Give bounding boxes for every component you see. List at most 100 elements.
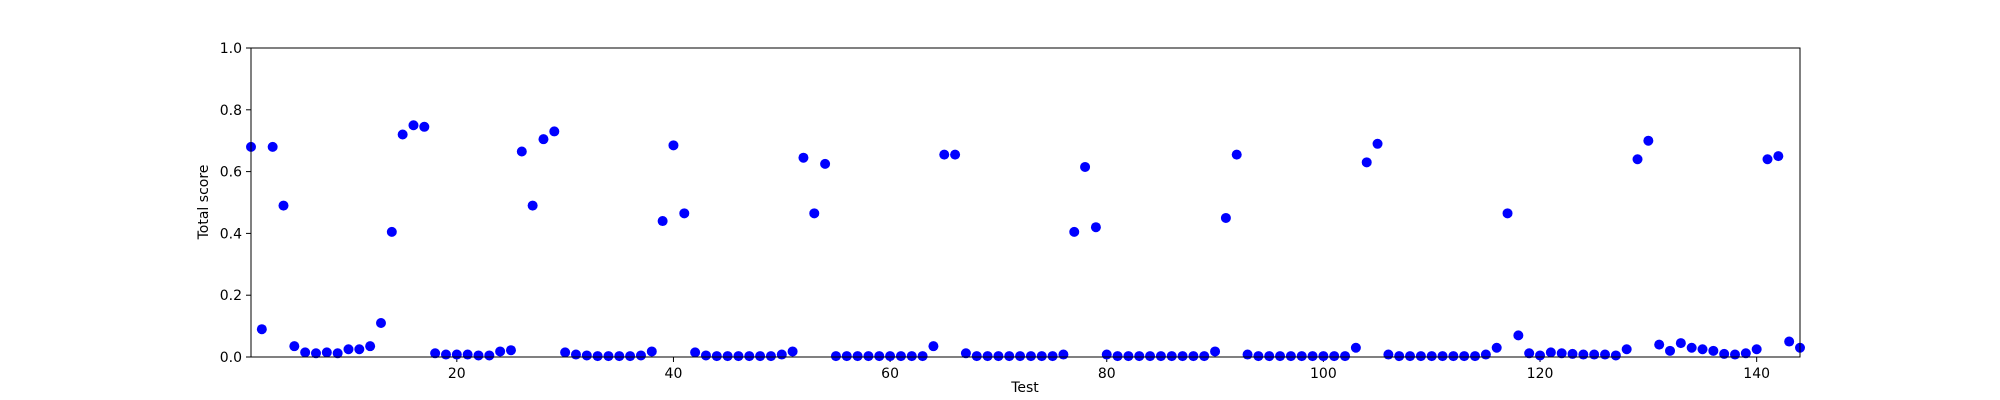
point bbox=[570, 349, 581, 360]
point bbox=[343, 344, 354, 355]
point bbox=[809, 208, 820, 219]
point bbox=[321, 347, 332, 358]
point bbox=[484, 350, 495, 361]
point bbox=[581, 350, 592, 361]
point bbox=[1047, 351, 1058, 362]
point bbox=[841, 351, 852, 362]
point bbox=[365, 341, 376, 352]
point bbox=[1036, 351, 1047, 362]
point bbox=[1610, 350, 1621, 361]
y-tick-label: 0.4 bbox=[220, 226, 242, 242]
y-tick-label: 0.6 bbox=[220, 165, 242, 181]
point bbox=[1242, 349, 1253, 360]
point bbox=[625, 351, 636, 362]
point bbox=[1080, 161, 1091, 172]
point bbox=[1350, 342, 1361, 353]
point bbox=[1762, 154, 1773, 165]
x-tick-label: 140 bbox=[1743, 366, 1770, 382]
point bbox=[1589, 349, 1600, 360]
point bbox=[1524, 348, 1535, 359]
point bbox=[1264, 351, 1275, 362]
point bbox=[310, 348, 321, 359]
point bbox=[1773, 151, 1784, 162]
point bbox=[1600, 349, 1611, 360]
x-tick-label: 40 bbox=[665, 366, 683, 382]
point bbox=[1090, 222, 1101, 233]
plot-frame bbox=[250, 47, 1801, 358]
point bbox=[1578, 349, 1589, 360]
point bbox=[722, 351, 733, 362]
point bbox=[430, 348, 441, 359]
point bbox=[646, 346, 657, 357]
point bbox=[440, 349, 451, 360]
point bbox=[711, 351, 722, 362]
point bbox=[1730, 349, 1741, 360]
point bbox=[1188, 351, 1199, 362]
point bbox=[560, 347, 571, 358]
point bbox=[592, 351, 603, 362]
point bbox=[1643, 135, 1654, 146]
point bbox=[1426, 351, 1437, 362]
point bbox=[408, 120, 419, 131]
point bbox=[1448, 351, 1459, 362]
y-tick-label: 0.2 bbox=[220, 288, 242, 304]
point bbox=[603, 351, 614, 362]
point bbox=[657, 216, 668, 227]
x-tick-label: 80 bbox=[1098, 366, 1116, 382]
point bbox=[1318, 351, 1329, 362]
point bbox=[419, 121, 430, 132]
point bbox=[1437, 351, 1448, 362]
x-tick-label: 20 bbox=[448, 366, 466, 382]
point bbox=[527, 200, 538, 211]
point bbox=[906, 351, 917, 362]
point bbox=[1784, 336, 1795, 347]
point bbox=[1621, 344, 1632, 355]
point bbox=[982, 351, 993, 362]
point bbox=[1275, 351, 1286, 362]
point bbox=[733, 351, 744, 362]
point bbox=[830, 351, 841, 362]
point bbox=[1123, 351, 1134, 362]
point bbox=[1567, 348, 1578, 359]
point bbox=[863, 351, 874, 362]
point bbox=[1166, 351, 1177, 362]
point bbox=[1513, 330, 1524, 341]
point bbox=[1502, 208, 1513, 219]
point bbox=[993, 351, 1004, 362]
point bbox=[1329, 351, 1340, 362]
point bbox=[505, 345, 516, 356]
point bbox=[787, 346, 798, 357]
point bbox=[278, 200, 289, 211]
point bbox=[397, 129, 408, 140]
point bbox=[1372, 138, 1383, 149]
point bbox=[917, 351, 928, 362]
point bbox=[495, 346, 506, 357]
y-tick-label: 0.8 bbox=[220, 103, 242, 119]
point bbox=[895, 351, 906, 362]
point bbox=[744, 351, 755, 362]
point bbox=[549, 126, 560, 137]
point bbox=[386, 226, 397, 237]
point bbox=[679, 208, 690, 219]
point bbox=[1719, 348, 1730, 359]
point bbox=[1459, 351, 1470, 362]
point bbox=[1296, 351, 1307, 362]
point bbox=[1556, 348, 1567, 359]
point bbox=[1415, 351, 1426, 362]
point bbox=[267, 141, 278, 152]
point bbox=[332, 348, 343, 359]
x-axis-label: Test bbox=[1010, 380, 1039, 396]
point bbox=[1101, 349, 1112, 360]
point bbox=[1740, 348, 1751, 359]
point bbox=[1654, 339, 1665, 350]
point bbox=[755, 351, 766, 362]
point bbox=[1210, 346, 1221, 357]
point bbox=[798, 152, 809, 163]
point bbox=[1177, 351, 1188, 362]
point bbox=[1632, 154, 1643, 165]
point bbox=[1383, 349, 1394, 360]
point bbox=[451, 349, 462, 360]
point bbox=[1545, 347, 1556, 358]
